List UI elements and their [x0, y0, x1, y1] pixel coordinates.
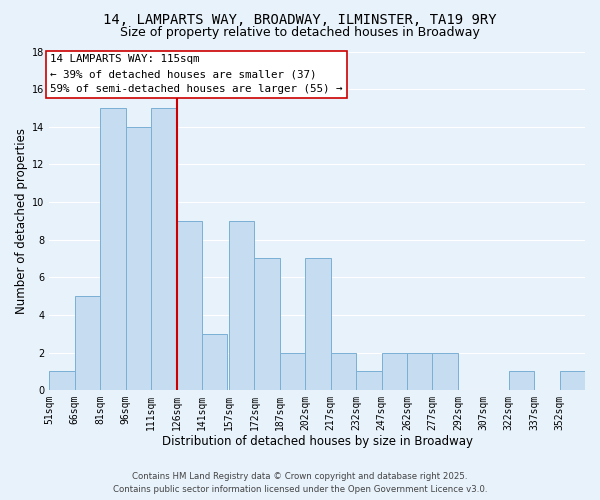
Bar [75, 296, 100, 390]
Bar [305, 258, 331, 390]
Text: Contains HM Land Registry data © Crown copyright and database right 2025.
Contai: Contains HM Land Registry data © Crown c… [113, 472, 487, 494]
Bar [280, 352, 305, 390]
Text: Size of property relative to detached houses in Broadway: Size of property relative to detached ho… [120, 26, 480, 39]
Bar [229, 221, 254, 390]
Bar [331, 352, 356, 390]
Text: 14, LAMPARTS WAY, BROADWAY, ILMINSTER, TA19 9RY: 14, LAMPARTS WAY, BROADWAY, ILMINSTER, T… [103, 12, 497, 26]
Bar [407, 352, 433, 390]
Bar [100, 108, 125, 390]
Bar [254, 258, 280, 390]
Bar [151, 108, 176, 390]
Bar [509, 372, 534, 390]
Y-axis label: Number of detached properties: Number of detached properties [15, 128, 28, 314]
Bar [202, 334, 227, 390]
Bar [382, 352, 407, 390]
Bar [176, 221, 202, 390]
Bar [125, 127, 151, 390]
X-axis label: Distribution of detached houses by size in Broadway: Distribution of detached houses by size … [162, 434, 473, 448]
Bar [433, 352, 458, 390]
Bar [560, 372, 585, 390]
Bar [49, 372, 75, 390]
Bar [356, 372, 382, 390]
Text: 14 LAMPARTS WAY: 115sqm
← 39% of detached houses are smaller (37)
59% of semi-de: 14 LAMPARTS WAY: 115sqm ← 39% of detache… [50, 54, 343, 94]
